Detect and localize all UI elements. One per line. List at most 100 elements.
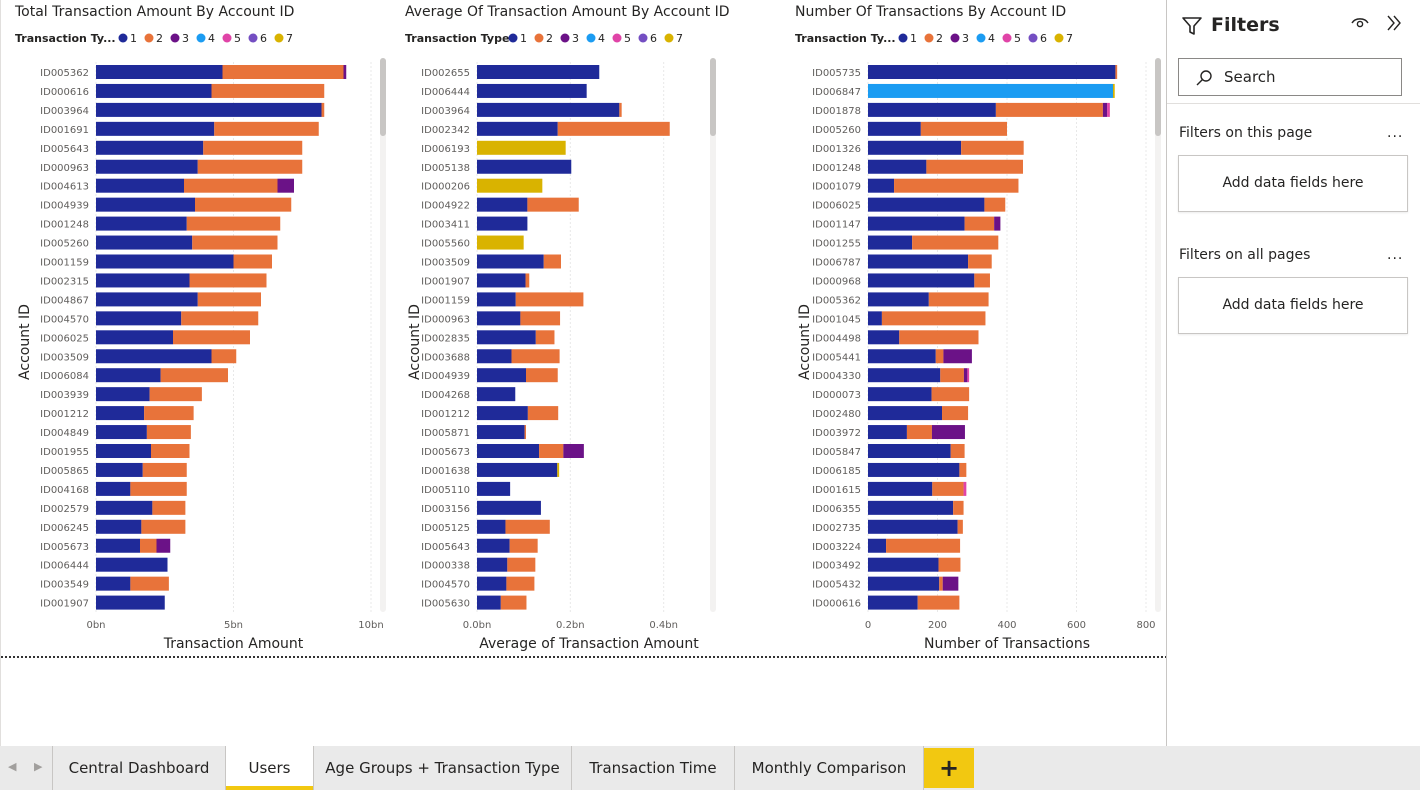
next-page-arrow-icon[interactable]: ▶ [34, 760, 43, 773]
bar-ID000968-type2[interactable] [974, 273, 990, 288]
bar-ID002480-type2[interactable] [942, 406, 969, 421]
tab-transaction-time[interactable]: Transaction Time [572, 746, 735, 790]
bar-ID001615-type5[interactable] [963, 481, 967, 496]
bar-ID004570-type2[interactable] [181, 311, 259, 326]
bar-ID001212-type1[interactable] [96, 406, 145, 421]
bar-ID001248-type2[interactable] [186, 216, 281, 231]
bar-ID004613-type3[interactable] [277, 178, 295, 193]
bar-ID001159-type2[interactable] [233, 254, 273, 269]
bar-ID006444-type1[interactable] [96, 557, 168, 572]
tab-central-dashboard[interactable]: Central Dashboard [52, 746, 226, 790]
bar-ID004939-type1[interactable] [96, 197, 195, 212]
bar-ID004330-type5[interactable] [967, 368, 970, 383]
bar-ID005362-type1[interactable] [96, 65, 223, 79]
bar-ID003509-type1[interactable] [477, 254, 544, 269]
bar-ID004849-type1[interactable] [96, 425, 147, 440]
bar-ID000963-type1[interactable] [96, 159, 198, 174]
bar-ID003492-type1[interactable] [868, 557, 939, 572]
bar-ID003688-type2[interactable] [511, 349, 560, 364]
bar-ID005630-type2[interactable] [500, 595, 527, 610]
bar-ID003509-type2[interactable] [211, 349, 237, 364]
bar-ID001638-type1[interactable] [477, 462, 558, 477]
bar-ID001079-type2[interactable] [894, 178, 1019, 193]
tab-monthly-comparison[interactable]: Monthly Comparison [735, 746, 924, 790]
bar-ID000963-type2[interactable] [520, 311, 561, 326]
bar-ID005260-type2[interactable] [920, 121, 1007, 136]
bar-ID001326-type2[interactable] [961, 140, 1024, 155]
bar-ID005865-type2[interactable] [142, 462, 187, 477]
bar-ID006185-type1[interactable] [868, 462, 960, 477]
bar-ID005125-type1[interactable] [477, 519, 506, 534]
bar-ID002315-type2[interactable] [189, 273, 267, 288]
bar-ID005125-type2[interactable] [505, 519, 550, 534]
bar-ID006084-type1[interactable] [96, 368, 161, 383]
bar-ID005871-type1[interactable] [477, 425, 525, 440]
page-filters-more-button[interactable]: ... [1387, 125, 1404, 141]
bar-ID006444-type1[interactable] [477, 83, 587, 98]
bar-ID003964-type1[interactable] [96, 102, 322, 117]
bar-ID006787-type1[interactable] [868, 254, 969, 269]
scrollbar-thumb[interactable] [1155, 58, 1161, 136]
bar-ID002579-type2[interactable] [152, 500, 186, 515]
bar-ID005865-type1[interactable] [96, 462, 143, 477]
bar-ID001159-type2[interactable] [515, 292, 584, 307]
bar-ID002835-type1[interactable] [477, 330, 536, 345]
bar-ID005432-type2[interactable] [939, 576, 943, 591]
bar-ID000338-type2[interactable] [507, 557, 536, 572]
bar-ID005441-type3[interactable] [943, 349, 972, 364]
bar-ID001147-type2[interactable] [964, 216, 995, 231]
bar-ID002655-type1[interactable] [477, 65, 600, 79]
bar-ID003224-type1[interactable] [868, 538, 887, 553]
bar-ID003972-type3[interactable] [931, 425, 965, 440]
bar-ID005432-type3[interactable] [942, 576, 959, 591]
bar-ID005847-type1[interactable] [868, 444, 951, 458]
bar-ID004330-type3[interactable] [963, 368, 968, 383]
bar-ID004613-type2[interactable] [184, 178, 278, 193]
bar-ID001147-type3[interactable] [994, 216, 1001, 231]
bar-ID004168-type1[interactable] [96, 481, 131, 496]
bar-ID006355-type2[interactable] [953, 500, 964, 515]
bar-ID006025-type2[interactable] [173, 330, 250, 345]
bar-ID005260-type2[interactable] [192, 235, 278, 250]
bar-ID001615-type1[interactable] [868, 481, 933, 496]
bar-ID004330-type1[interactable] [868, 368, 941, 383]
bar-ID001691-type2[interactable] [214, 121, 319, 136]
bar-ID004849-type2[interactable] [146, 425, 191, 440]
bar-ID000968-type1[interactable] [868, 273, 975, 288]
bar-ID006245-type1[interactable] [96, 519, 142, 534]
filter-search-input[interactable]: Search [1178, 58, 1402, 96]
bar-ID001255-type2[interactable] [912, 235, 999, 250]
bar-ID001212-type2[interactable] [144, 406, 194, 421]
bar-ID005847-type2[interactable] [950, 444, 965, 458]
bar-ID006185-type2[interactable] [959, 462, 967, 477]
bar-ID001878-type5[interactable] [1107, 102, 1110, 117]
bar-ID004922-type1[interactable] [477, 197, 528, 212]
bar-ID002735-type1[interactable] [868, 519, 958, 534]
bar-ID003509-type1[interactable] [96, 349, 212, 364]
bar-ID002735-type2[interactable] [957, 519, 963, 534]
bar-ID006847-type4[interactable] [868, 83, 1113, 98]
bar-ID004867-type1[interactable] [96, 292, 198, 307]
bar-ID001045-type1[interactable] [868, 311, 882, 326]
bar-ID001907-type2[interactable] [525, 273, 530, 288]
bar-ID001955-type2[interactable] [151, 444, 190, 458]
bar-ID003688-type1[interactable] [477, 349, 512, 364]
bar-ID005260-type1[interactable] [868, 121, 921, 136]
bar-ID001907-type1[interactable] [96, 595, 165, 610]
bar-ID001878-type2[interactable] [995, 102, 1103, 117]
bar-ID005673-type3[interactable] [563, 444, 584, 458]
bar-ID004570-type2[interactable] [506, 576, 535, 591]
bar-ID006245-type2[interactable] [141, 519, 186, 534]
bar-ID003964-type2[interactable] [321, 102, 325, 117]
add-page-button[interactable]: + [924, 748, 974, 788]
bar-ID000616-type2[interactable] [917, 595, 960, 610]
bar-ID005643-type2[interactable] [203, 140, 303, 155]
scrollbar-thumb[interactable] [380, 58, 386, 136]
bar-ID006847-type7[interactable] [1112, 83, 1115, 98]
tab-users[interactable]: Users [226, 746, 314, 790]
bar-ID005138-type1[interactable] [477, 159, 572, 174]
bar-ID000073-type1[interactable] [868, 387, 932, 402]
bar-ID000616-type2[interactable] [211, 83, 325, 98]
bar-ID004939-type2[interactable] [526, 368, 558, 383]
bar-ID006787-type2[interactable] [968, 254, 992, 269]
